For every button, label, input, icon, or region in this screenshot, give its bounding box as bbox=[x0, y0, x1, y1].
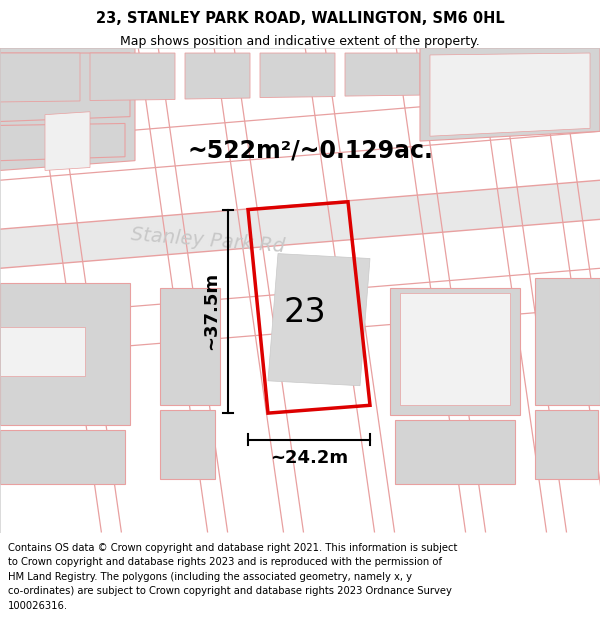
Polygon shape bbox=[430, 53, 590, 136]
Text: 23: 23 bbox=[284, 296, 326, 329]
Polygon shape bbox=[390, 288, 520, 415]
Polygon shape bbox=[0, 53, 130, 121]
Text: 23, STANLEY PARK ROAD, WALLINGTON, SM6 0HL: 23, STANLEY PARK ROAD, WALLINGTON, SM6 0… bbox=[95, 11, 505, 26]
Polygon shape bbox=[400, 292, 510, 405]
Text: Map shows position and indicative extent of the property.: Map shows position and indicative extent… bbox=[120, 34, 480, 48]
Polygon shape bbox=[185, 53, 250, 99]
Polygon shape bbox=[0, 430, 125, 484]
Polygon shape bbox=[45, 112, 90, 171]
Polygon shape bbox=[260, 53, 335, 98]
Polygon shape bbox=[268, 254, 370, 386]
Text: co-ordinates) are subject to Crown copyright and database rights 2023 Ordnance S: co-ordinates) are subject to Crown copyr… bbox=[8, 586, 452, 596]
Polygon shape bbox=[430, 53, 500, 94]
Polygon shape bbox=[0, 48, 135, 171]
Text: ~24.2m: ~24.2m bbox=[270, 449, 348, 468]
Polygon shape bbox=[420, 48, 600, 141]
Polygon shape bbox=[160, 288, 220, 405]
Polygon shape bbox=[535, 410, 598, 479]
Polygon shape bbox=[0, 327, 85, 376]
Polygon shape bbox=[160, 410, 215, 479]
Polygon shape bbox=[90, 53, 175, 101]
Polygon shape bbox=[535, 278, 600, 405]
Polygon shape bbox=[0, 180, 600, 268]
Polygon shape bbox=[345, 53, 420, 96]
Text: 100026316.: 100026316. bbox=[8, 601, 68, 611]
Text: to Crown copyright and database rights 2023 and is reproduced with the permissio: to Crown copyright and database rights 2… bbox=[8, 557, 442, 567]
Text: Stanley Park Rd: Stanley Park Rd bbox=[130, 226, 286, 256]
Polygon shape bbox=[510, 53, 580, 93]
Text: HM Land Registry. The polygons (including the associated geometry, namely x, y: HM Land Registry. The polygons (includin… bbox=[8, 572, 412, 582]
Text: ~522m²/~0.129ac.: ~522m²/~0.129ac. bbox=[187, 139, 433, 163]
Polygon shape bbox=[0, 283, 130, 425]
Text: Contains OS data © Crown copyright and database right 2021. This information is : Contains OS data © Crown copyright and d… bbox=[8, 542, 457, 552]
Text: ~37.5m: ~37.5m bbox=[202, 272, 220, 351]
Polygon shape bbox=[395, 420, 515, 484]
Polygon shape bbox=[0, 53, 80, 102]
Polygon shape bbox=[0, 124, 125, 161]
